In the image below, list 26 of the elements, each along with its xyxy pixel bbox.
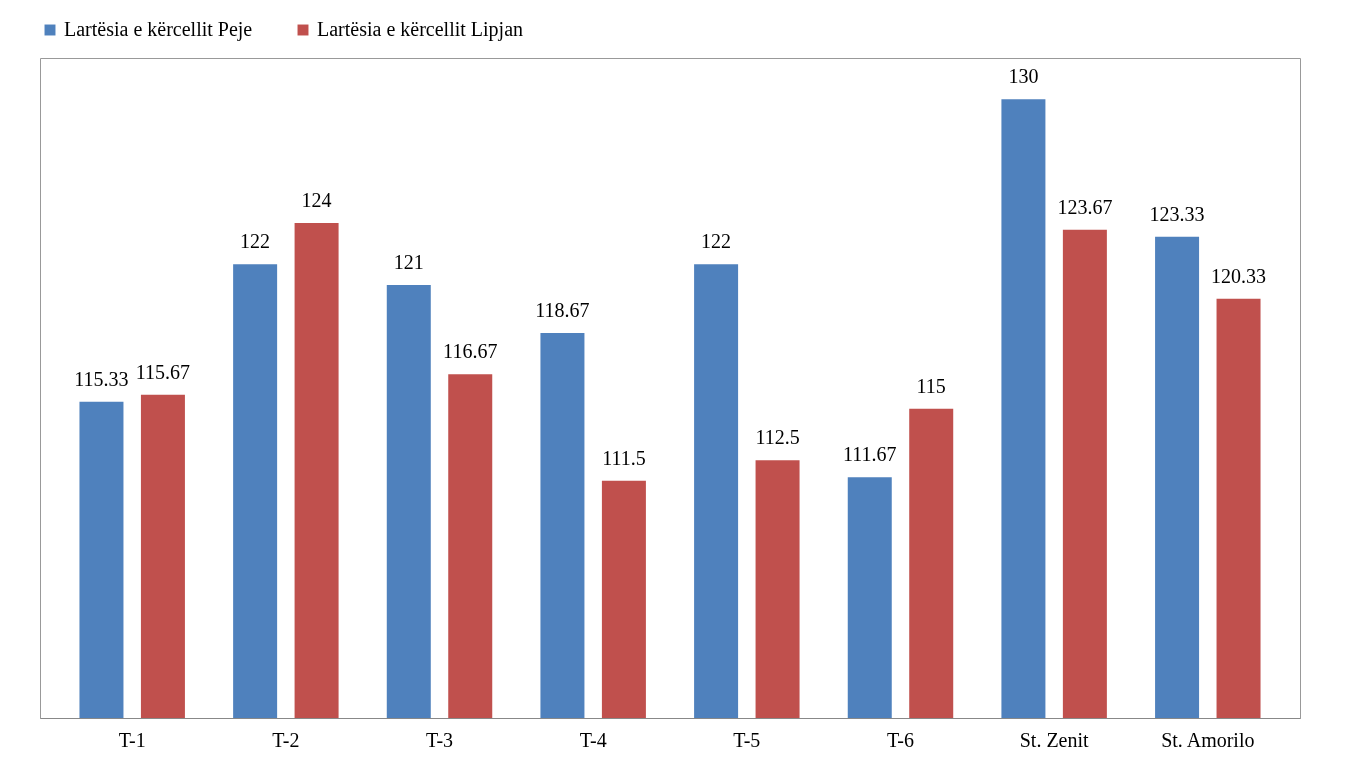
- legend-label: Lartësia e kërcellit Peje: [64, 18, 253, 41]
- data-label: 118.67: [535, 298, 590, 321]
- data-label: 124: [301, 189, 332, 211]
- x-tick-label: T-4: [579, 728, 607, 751]
- data-label: 111.67: [843, 443, 897, 466]
- data-label: 115.33: [74, 367, 129, 390]
- data-label: 115.67: [135, 360, 191, 383]
- data-label: 115: [916, 374, 946, 397]
- legend-label: Lartësia e kërcellit Lipjan: [317, 18, 524, 41]
- x-tick-label: T-2: [272, 728, 300, 751]
- data-label: 116.67: [443, 340, 498, 363]
- data-label: 122: [240, 230, 271, 253]
- data-label: 122: [701, 230, 732, 253]
- x-tick-label: T-5: [733, 728, 761, 751]
- x-tick-label: St. Amorilo: [1161, 728, 1255, 751]
- data-label: 112.5: [755, 426, 800, 449]
- data-label: 111.5: [602, 446, 646, 469]
- data-label: 123.67: [1057, 195, 1113, 218]
- x-tick-label: T-1: [118, 728, 146, 751]
- data-label: 123.33: [1149, 202, 1205, 225]
- data-label: 130: [1008, 65, 1039, 88]
- x-tick-label: St. Zenit: [1019, 728, 1090, 751]
- data-label: 120.33: [1211, 264, 1267, 287]
- data-label: 121: [393, 250, 424, 273]
- x-tick-label: T-6: [886, 728, 915, 751]
- x-tick-label: T-3: [425, 728, 454, 751]
